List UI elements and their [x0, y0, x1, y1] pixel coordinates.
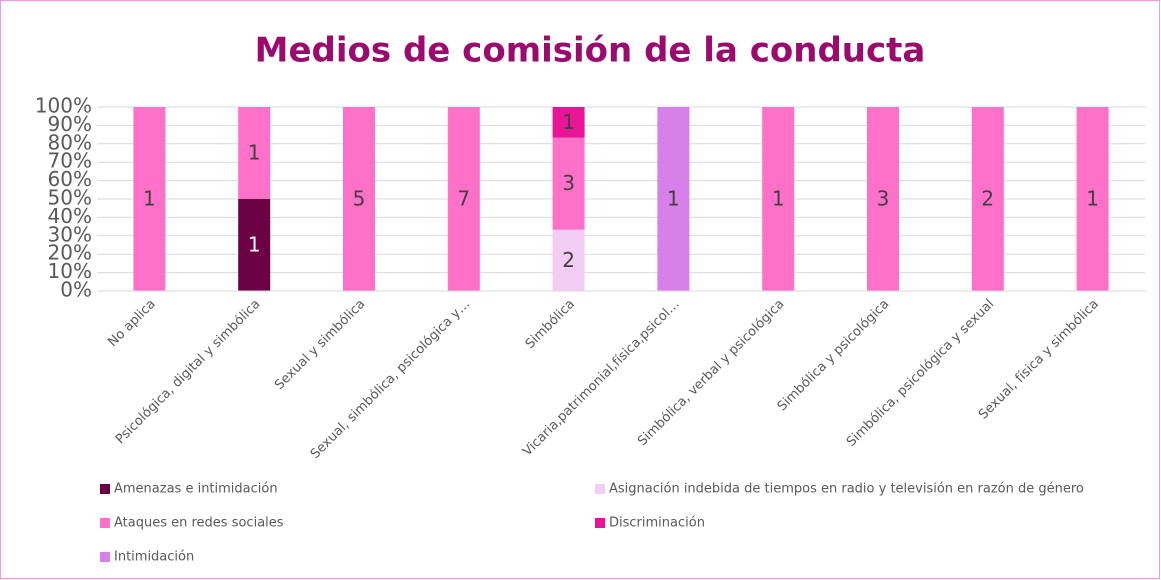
y-tick-label: 10%: [48, 259, 92, 283]
data-label: 7: [457, 187, 470, 211]
legend-label: Amenazas e intimidación: [114, 482, 278, 497]
y-tick-label: 60%: [48, 167, 92, 191]
y-tick-label: 90%: [48, 112, 92, 136]
legend-swatch: [595, 518, 605, 528]
data-label: 2: [562, 248, 575, 272]
bar-segment: [552, 137, 585, 230]
y-tick-label: 70%: [48, 149, 92, 173]
data-label: 1: [1086, 187, 1099, 211]
bar-segment: [1076, 107, 1109, 291]
legend-label: Ataques en redes sociales: [114, 516, 284, 531]
bar-segment: [971, 107, 1004, 291]
data-label: 1: [143, 187, 156, 211]
bar-segment: [447, 107, 480, 291]
y-tick-label: 20%: [48, 241, 92, 265]
bar-segment: [343, 107, 375, 291]
bar-segment: [552, 229, 585, 291]
data-label: 3: [877, 187, 890, 211]
data-label: 1: [772, 187, 785, 211]
y-tick-label: 50%: [48, 186, 92, 210]
y-tick-label: 100%: [35, 94, 92, 118]
legend-swatch: [100, 484, 110, 494]
y-tick-label: 80%: [48, 130, 92, 154]
y-tick-label: 40%: [48, 204, 92, 228]
bar-segment: [552, 107, 585, 138]
data-label: 2: [981, 187, 994, 211]
bar-segment: [867, 107, 899, 291]
legend-label: Discriminación: [609, 516, 705, 531]
data-label: 1: [248, 141, 261, 165]
chart-title: Medios de comisión de la conducta: [255, 31, 926, 71]
data-label: 1: [248, 233, 261, 257]
legend-swatch: [100, 518, 110, 528]
bar-segment: [133, 107, 166, 291]
y-tick-label: 0%: [60, 278, 92, 302]
data-label: 1: [562, 110, 575, 134]
legend-label: Intimidación: [114, 550, 194, 565]
legend-swatch: [100, 552, 110, 562]
bar-segment: [238, 107, 271, 199]
y-tick-label: 30%: [48, 222, 92, 246]
data-label: 5: [353, 187, 366, 211]
bar-segment: [762, 107, 795, 291]
data-label: 1: [667, 187, 680, 211]
bar-segment: [238, 199, 271, 291]
legend-swatch: [595, 484, 605, 494]
legend-label: Asignación indebida de tiempos en radio …: [609, 482, 1084, 497]
data-label: 3: [562, 171, 575, 195]
bar-segment: [657, 107, 690, 291]
